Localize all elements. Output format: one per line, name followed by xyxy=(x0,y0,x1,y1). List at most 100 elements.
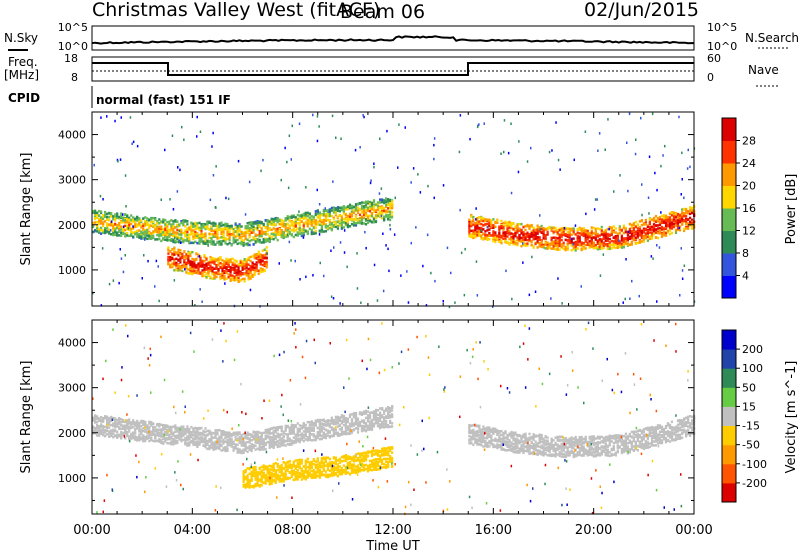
power-cell xyxy=(130,229,133,233)
power-cell xyxy=(217,271,220,275)
power-cell xyxy=(210,229,213,233)
power-cell xyxy=(488,224,491,228)
power-cell xyxy=(598,132,601,135)
velocity-cell xyxy=(202,437,205,440)
power-cell xyxy=(228,241,231,245)
power-cell xyxy=(538,236,541,239)
power-cell xyxy=(218,225,221,229)
power-cell xyxy=(203,266,206,270)
power-cell xyxy=(182,223,185,227)
power-cell xyxy=(504,224,507,227)
power-cell xyxy=(238,227,241,230)
power-cell xyxy=(127,227,130,230)
power-cell xyxy=(134,230,137,234)
power-cell xyxy=(200,225,203,228)
power-cell xyxy=(132,219,135,222)
power-cell xyxy=(302,228,305,232)
freq-left-tick-top: 18 xyxy=(64,52,78,65)
power-cell xyxy=(650,234,654,237)
power-cell xyxy=(265,264,268,267)
power-cell xyxy=(468,218,471,221)
velocity-cell xyxy=(202,429,205,433)
power-cell xyxy=(220,232,223,236)
power-cell xyxy=(174,233,177,237)
power-cell xyxy=(114,228,117,231)
power-cell xyxy=(536,227,539,230)
velocity-cell xyxy=(178,434,181,438)
power-cell xyxy=(212,232,215,236)
power-cell xyxy=(648,235,651,238)
power-cell xyxy=(389,198,392,202)
power-cell xyxy=(262,230,265,234)
velocity-cell xyxy=(108,418,111,421)
power-cell xyxy=(540,224,543,228)
velocity-cell xyxy=(176,434,179,437)
power-cell xyxy=(328,226,331,230)
power-cell xyxy=(588,242,591,246)
power-cell xyxy=(492,234,495,237)
power-cell xyxy=(264,230,267,234)
power-cell xyxy=(586,230,589,233)
power-cell xyxy=(584,229,587,232)
power-cell xyxy=(304,222,307,225)
power-cell xyxy=(358,213,362,216)
power-cell xyxy=(566,230,569,234)
power-cell xyxy=(691,207,694,210)
velocity-cell xyxy=(136,427,139,430)
power-cell xyxy=(660,211,662,214)
velocity-cell xyxy=(160,440,163,443)
power-cell xyxy=(316,223,319,226)
velocity-cell xyxy=(152,430,155,434)
power-cell xyxy=(458,150,461,154)
power-cell xyxy=(298,122,301,125)
power-cell xyxy=(218,224,221,227)
power-cell xyxy=(288,232,291,236)
velocity-cell xyxy=(224,436,227,440)
power-cell xyxy=(261,249,264,252)
power-cell xyxy=(574,224,577,227)
power-cell xyxy=(245,259,248,262)
power-cell xyxy=(324,223,327,226)
power-cell xyxy=(302,233,305,237)
power-cell xyxy=(570,228,573,231)
power-cell xyxy=(171,257,174,260)
power-cell xyxy=(144,229,147,232)
power-cell xyxy=(134,225,137,229)
velocity-cell xyxy=(176,426,179,430)
power-cell xyxy=(248,243,251,247)
power-cell xyxy=(216,231,219,234)
power-cell xyxy=(225,271,228,275)
power-cell xyxy=(687,225,690,228)
velocity-cell xyxy=(188,427,191,431)
power-cell xyxy=(654,171,656,175)
power-cell xyxy=(140,220,143,224)
noise-strip: N.Sky 10^5 10^0 10^5 10^0 N.Search xyxy=(4,21,799,53)
velocity-cell xyxy=(218,441,221,444)
power-cell xyxy=(534,237,537,241)
velocity-cell xyxy=(118,433,121,436)
power-cell xyxy=(343,229,346,232)
power-cell xyxy=(618,231,621,235)
power-cell xyxy=(186,227,189,230)
y-tick-label: 4000 xyxy=(58,129,86,142)
noise-right-tick-bottom: 10^0 xyxy=(707,40,737,53)
power-cell xyxy=(166,224,169,227)
velocity-cell xyxy=(110,432,113,436)
velocity-cell xyxy=(216,429,219,432)
power-cell xyxy=(245,266,248,269)
velocity-cell xyxy=(140,428,143,431)
power-cell xyxy=(346,225,349,229)
power-cell xyxy=(564,228,567,231)
power-cell xyxy=(572,237,575,240)
power-cell xyxy=(238,241,241,245)
power-cell xyxy=(188,236,191,239)
power-cell xyxy=(216,229,219,233)
power-cell xyxy=(199,130,202,133)
velocity-cell xyxy=(116,418,119,422)
power-cell xyxy=(506,225,509,229)
power-cell xyxy=(177,269,180,272)
power-cell xyxy=(205,262,208,265)
velocity-cell xyxy=(98,419,101,422)
power-cell xyxy=(174,240,177,244)
power-cell xyxy=(169,255,172,259)
